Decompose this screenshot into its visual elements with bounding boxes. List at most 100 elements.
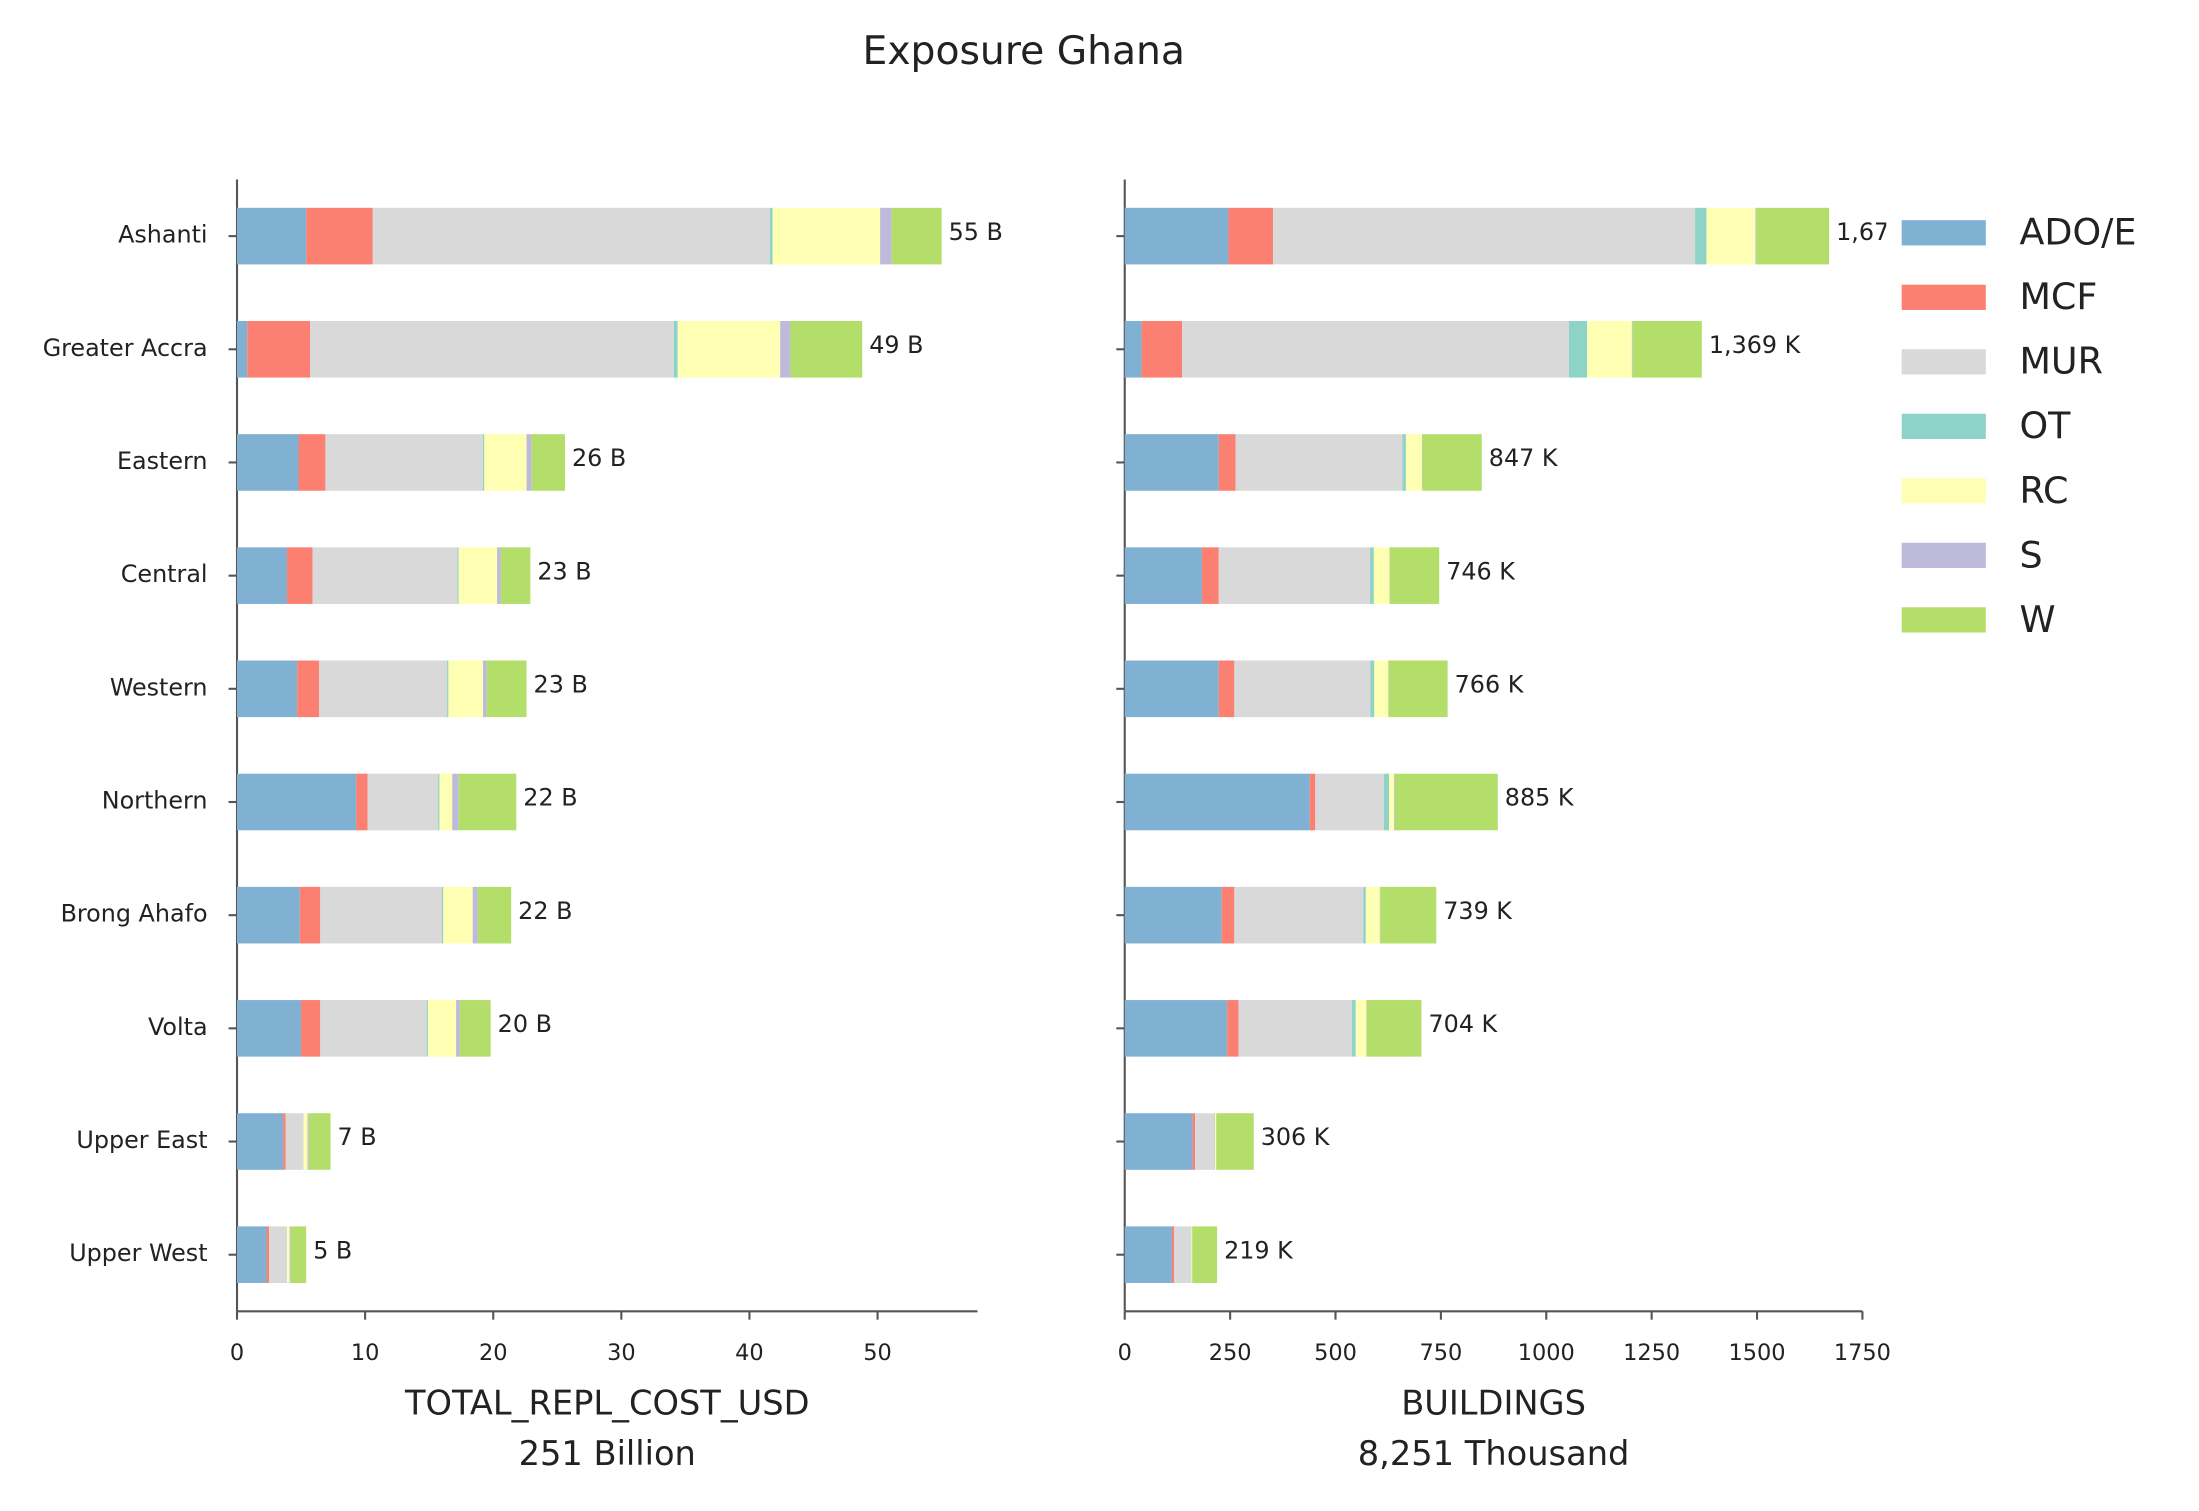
legend-label: OT bbox=[2019, 404, 2071, 447]
bar-segment bbox=[677, 320, 781, 378]
bar-segment bbox=[459, 1000, 491, 1057]
bar-segment bbox=[1124, 886, 1222, 944]
bar-segment bbox=[283, 1113, 286, 1170]
x-tick-label: 750 bbox=[1419, 1340, 1462, 1366]
legend-swatch bbox=[1901, 478, 1986, 504]
bar-segment bbox=[438, 773, 440, 831]
x-tick-label: 20 bbox=[479, 1340, 508, 1366]
bar-segment bbox=[1389, 773, 1395, 831]
bar-segment bbox=[1228, 207, 1274, 265]
y-tick-label: Eastern bbox=[117, 447, 208, 475]
bar-segment bbox=[1124, 660, 1219, 718]
bar-segment bbox=[1192, 1226, 1218, 1283]
bar-segment bbox=[312, 547, 458, 604]
bar-segment bbox=[1422, 434, 1482, 491]
bar-segment bbox=[769, 207, 773, 265]
bar-segment bbox=[1569, 320, 1588, 378]
total-label: 746 K bbox=[1446, 557, 1516, 585]
bar-segment bbox=[310, 320, 674, 378]
x-tick-label: 1250 bbox=[1623, 1340, 1680, 1366]
x-tick-label: 1750 bbox=[1834, 1340, 1891, 1366]
legend-swatch bbox=[1901, 542, 1986, 568]
bar-segment bbox=[266, 1226, 270, 1283]
bar-segment bbox=[1174, 1226, 1191, 1283]
total-label: 49 B bbox=[869, 331, 923, 359]
bar-segment bbox=[1214, 1113, 1217, 1170]
bar-segment bbox=[1394, 773, 1395, 831]
y-tick-label: Upper West bbox=[69, 1239, 207, 1267]
bar-segment bbox=[237, 434, 299, 491]
bar-segment bbox=[1315, 773, 1384, 831]
bar-segment bbox=[1227, 1000, 1239, 1057]
bar-segment bbox=[1587, 320, 1632, 378]
bar-segment bbox=[299, 886, 321, 944]
bar-segment bbox=[306, 207, 373, 265]
x-axis-title: BUILDINGS bbox=[1401, 1384, 1586, 1423]
bar-segment bbox=[367, 773, 439, 831]
bar-segment bbox=[372, 207, 770, 265]
bar-segment bbox=[290, 1226, 307, 1283]
bar-segment bbox=[1373, 547, 1390, 604]
bar-segment bbox=[790, 320, 863, 378]
bar-segment bbox=[1355, 1000, 1367, 1057]
x-axis-subtitle: 8,251 Thousand bbox=[1358, 1434, 1630, 1473]
bar-segment bbox=[1309, 773, 1316, 831]
bar-segment bbox=[448, 660, 483, 718]
bar-segment bbox=[285, 1113, 304, 1170]
bar-segment bbox=[297, 660, 320, 718]
bar-segment bbox=[1695, 207, 1707, 265]
legend-swatch bbox=[1901, 607, 1986, 633]
bar-segment bbox=[308, 1113, 331, 1170]
total-label: 766 K bbox=[1455, 671, 1525, 699]
bar-segment bbox=[1370, 660, 1375, 718]
y-tick-label: Western bbox=[110, 673, 208, 701]
bar-segment bbox=[1218, 660, 1235, 718]
bar-segment bbox=[497, 547, 501, 604]
bar-segment bbox=[1195, 1113, 1215, 1170]
bar-segment bbox=[307, 1113, 309, 1170]
bar-segment bbox=[237, 207, 307, 265]
bar-segment bbox=[482, 660, 487, 718]
total-label: 704 K bbox=[1429, 1010, 1499, 1038]
bar-segment bbox=[1124, 1113, 1193, 1170]
bar-segment bbox=[1405, 434, 1422, 491]
legend-label: W bbox=[2019, 598, 2055, 641]
bar-segment bbox=[500, 547, 531, 604]
bar-segment bbox=[1124, 1000, 1228, 1057]
bar-segment bbox=[1394, 773, 1498, 831]
bar-segment bbox=[458, 547, 498, 604]
x-tick-label: 10 bbox=[351, 1340, 380, 1366]
bar-segment bbox=[247, 320, 311, 378]
y-tick-label: Northern bbox=[102, 786, 208, 814]
total-label: 885 K bbox=[1505, 784, 1575, 812]
bar-segment bbox=[1389, 547, 1440, 604]
bar-segment bbox=[447, 660, 449, 718]
bar-segment bbox=[780, 320, 791, 378]
total-label: 26 B bbox=[572, 444, 626, 472]
bar-segment bbox=[303, 1113, 308, 1170]
x-tick-label: 500 bbox=[1314, 1340, 1357, 1366]
bar-segment bbox=[486, 660, 527, 718]
bar-segment bbox=[1366, 1000, 1422, 1057]
bar-segment bbox=[1141, 320, 1183, 378]
y-tick-label: Upper East bbox=[76, 1126, 207, 1154]
bar-segment bbox=[477, 886, 512, 944]
x-tick-label: 30 bbox=[607, 1340, 636, 1366]
x-tick-label: 40 bbox=[735, 1340, 764, 1366]
bar-segment bbox=[1124, 773, 1310, 831]
y-tick-label: Central bbox=[121, 560, 208, 588]
bar-segment bbox=[1370, 547, 1374, 604]
bar-segment bbox=[320, 886, 442, 944]
bar-segment bbox=[1234, 886, 1364, 944]
bar-segment bbox=[458, 773, 517, 831]
bar-segment bbox=[1216, 1113, 1254, 1170]
total-label: 23 B bbox=[534, 671, 588, 699]
bar-segment bbox=[356, 773, 368, 831]
bar-segment bbox=[325, 434, 483, 491]
bar-segment bbox=[1171, 1226, 1175, 1283]
bar-segment bbox=[1124, 1226, 1172, 1283]
bar-segment bbox=[1235, 434, 1403, 491]
legend-label: MUR bbox=[2019, 340, 2102, 383]
bar-segment bbox=[1124, 320, 1142, 378]
